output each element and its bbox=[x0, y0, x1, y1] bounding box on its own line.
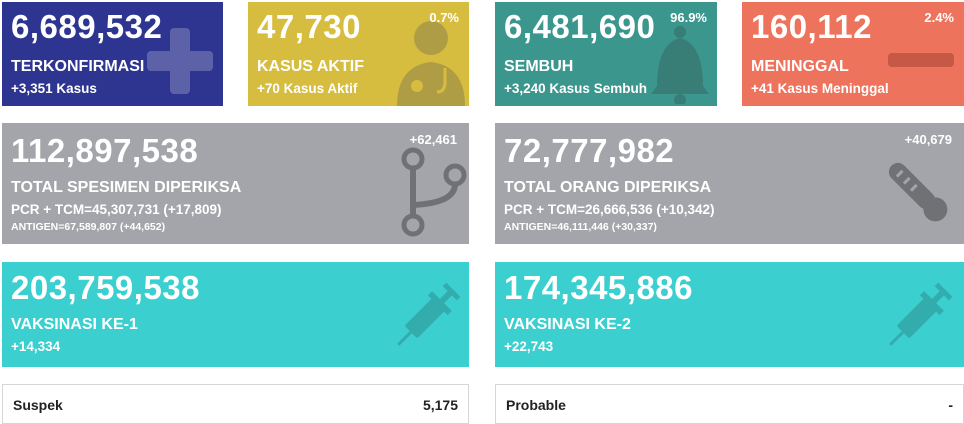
specimens-card: +62,461 112,897,538 TOTAL SPESIMEN DIPER… bbox=[2, 123, 469, 244]
thermometer-icon bbox=[888, 162, 948, 222]
recovered-label: SEMBUH bbox=[504, 58, 574, 75]
minus-icon bbox=[888, 53, 954, 67]
deaths-value: 160,112 bbox=[751, 8, 872, 45]
deaths-label: MENINGGAL bbox=[751, 58, 849, 75]
suspect-label: Suspek bbox=[13, 397, 63, 413]
confirmed-card: 6,689,532 TERKONFIRMASI +3,351 Kasus bbox=[2, 2, 223, 106]
confirmed-value: 6,689,532 bbox=[11, 8, 163, 45]
people-antigen: ANTIGEN=46,111,446 (+30,337) bbox=[504, 221, 657, 233]
deaths-delta: +41 Kasus Meninggal bbox=[751, 81, 889, 96]
probable-value: - bbox=[948, 397, 953, 413]
suspect-row: Suspek 5,175 bbox=[2, 384, 469, 424]
confirmed-delta: +3,351 Kasus bbox=[11, 81, 97, 96]
people-card: +40,679 72,777,982 TOTAL ORANG DIPERIKSA… bbox=[495, 123, 964, 244]
suspect-value: 5,175 bbox=[422, 397, 458, 413]
active-percent: 0.7% bbox=[429, 10, 459, 25]
people-label: TOTAL ORANG DIPERIKSA bbox=[504, 179, 712, 196]
active-label: KASUS AKTIF bbox=[257, 58, 364, 75]
specimens-antigen: ANTIGEN=67,589,807 (+44,652) bbox=[11, 221, 166, 233]
recovered-value: 6,481,690 bbox=[504, 8, 656, 45]
vaccine2-value: 174,345,886 bbox=[504, 269, 694, 306]
active-delta: +70 Kasus Aktif bbox=[257, 81, 358, 96]
probable-row: Probable - bbox=[495, 384, 964, 424]
deaths-card: 2.4% 160,112 MENINGGAL +41 Kasus Meningg… bbox=[742, 2, 964, 106]
vaccine1-card: 203,759,538 VAKSINASI KE-1 +14,334 bbox=[2, 262, 469, 367]
deaths-percent: 2.4% bbox=[924, 10, 954, 25]
people-pcr: PCR + TCM=26,666,536 (+10,342) bbox=[504, 202, 715, 217]
vaccine2-label: VAKSINASI KE-2 bbox=[504, 316, 631, 333]
people-delta: +40,679 bbox=[904, 132, 952, 147]
people-value: 72,777,982 bbox=[504, 132, 675, 169]
specimens-label: TOTAL SPESIMEN DIPERIKSA bbox=[11, 179, 242, 196]
vaccine1-delta: +14,334 bbox=[11, 339, 61, 354]
vaccine1-label: VAKSINASI KE-1 bbox=[11, 316, 138, 333]
plus-icon bbox=[147, 28, 213, 94]
probable-label: Probable bbox=[506, 397, 566, 413]
syringe-icon bbox=[889, 282, 953, 346]
recovered-percent: 96.9% bbox=[670, 10, 707, 25]
confirmed-label: TERKONFIRMASI bbox=[11, 58, 145, 75]
bell-icon bbox=[651, 26, 709, 104]
recovered-card: 96.9% 6,481,690 SEMBUH +3,240 Kasus Semb… bbox=[495, 2, 717, 106]
stethoscope-icon bbox=[401, 147, 467, 237]
specimens-pcr: PCR + TCM=45,307,731 (+17,809) bbox=[11, 202, 222, 217]
doctor-icon bbox=[397, 21, 465, 106]
vaccine1-value: 203,759,538 bbox=[11, 269, 201, 306]
active-value: 47,730 bbox=[257, 8, 361, 45]
specimens-delta: +62,461 bbox=[409, 132, 457, 147]
recovered-delta: +3,240 Kasus Sembuh bbox=[504, 81, 647, 96]
active-card: 0.7% 47,730 KASUS AKTIF +70 Kasus Aktif bbox=[248, 2, 469, 106]
specimens-value: 112,897,538 bbox=[11, 132, 199, 169]
vaccine2-delta: +22,743 bbox=[504, 339, 554, 354]
syringe-icon bbox=[397, 282, 461, 346]
vaccine2-card: 174,345,886 VAKSINASI KE-2 +22,743 bbox=[495, 262, 964, 367]
